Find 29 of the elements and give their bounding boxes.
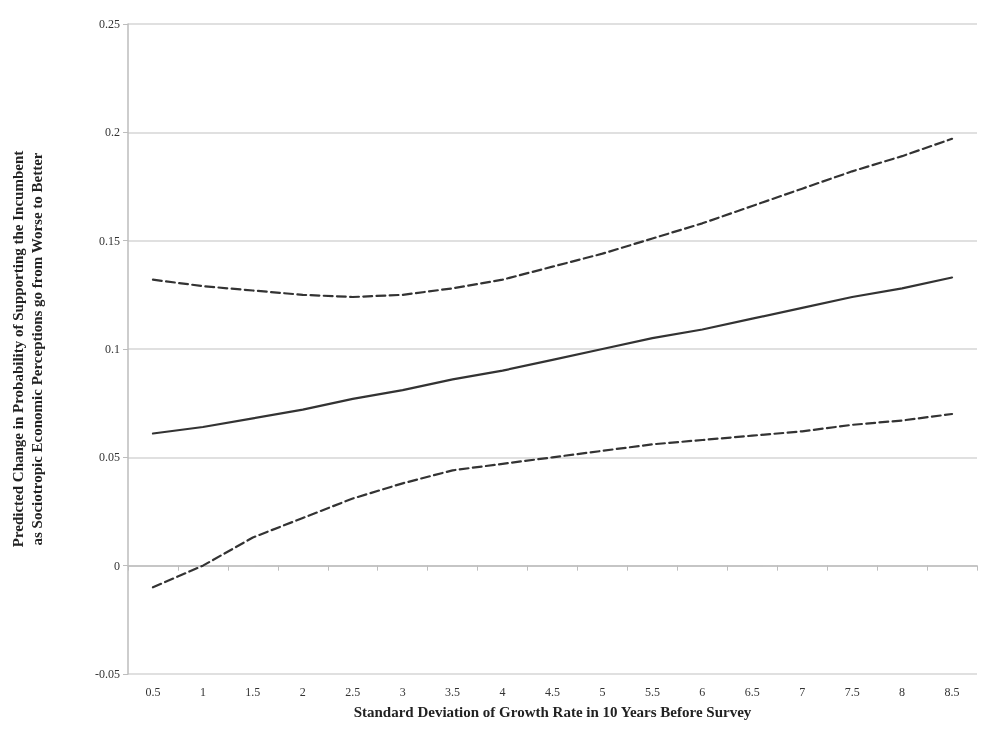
x-tick-label: 5.5	[644, 685, 660, 699]
x-tick-label: 3	[399, 685, 406, 699]
y-tick-label: 0	[114, 558, 120, 573]
x-tick-label: 0.5	[145, 685, 161, 699]
y-tick-label: 0.15	[99, 233, 120, 248]
x-tick-label: 3.5	[445, 685, 461, 699]
x-tick-label: 2.5	[345, 685, 361, 699]
x-tick-label: 6.5	[744, 685, 760, 699]
y-tick-label: 0.25	[99, 17, 120, 31]
x-tick-label: 8	[899, 685, 906, 699]
x-tick-label: 7	[799, 685, 806, 699]
y-tick-label: 0.05	[99, 450, 120, 465]
y-axis-title: Predicted Change in Probability of Supporting the Incumbent as Sociotropic Economic Perceptions go from Worse to Better	[9, 150, 45, 548]
x-tick-label: 4.5	[545, 685, 560, 699]
line-series	[151, 276, 954, 435]
y-tick-label: 0.2	[105, 125, 120, 140]
x-tick-label: 8.5	[944, 685, 960, 699]
x-tick-label: 4	[499, 685, 506, 699]
line-series	[151, 137, 954, 299]
y-tick-label: 0.1	[105, 342, 120, 356]
x-tick-label: 2	[299, 685, 306, 699]
x-tick-label: 1	[199, 685, 206, 699]
x-tick-label: 7.5	[844, 685, 860, 699]
line-series	[151, 412, 954, 589]
x-tick-label: 5	[599, 685, 606, 699]
x-tick-label: 1.5	[245, 685, 261, 699]
x-axis-title: Standard Deviation of Growth Rate in 10 Years Before Survey	[353, 703, 752, 720]
x-tick-label: 6	[699, 685, 706, 699]
y-tick-label: -0.05	[95, 667, 120, 681]
